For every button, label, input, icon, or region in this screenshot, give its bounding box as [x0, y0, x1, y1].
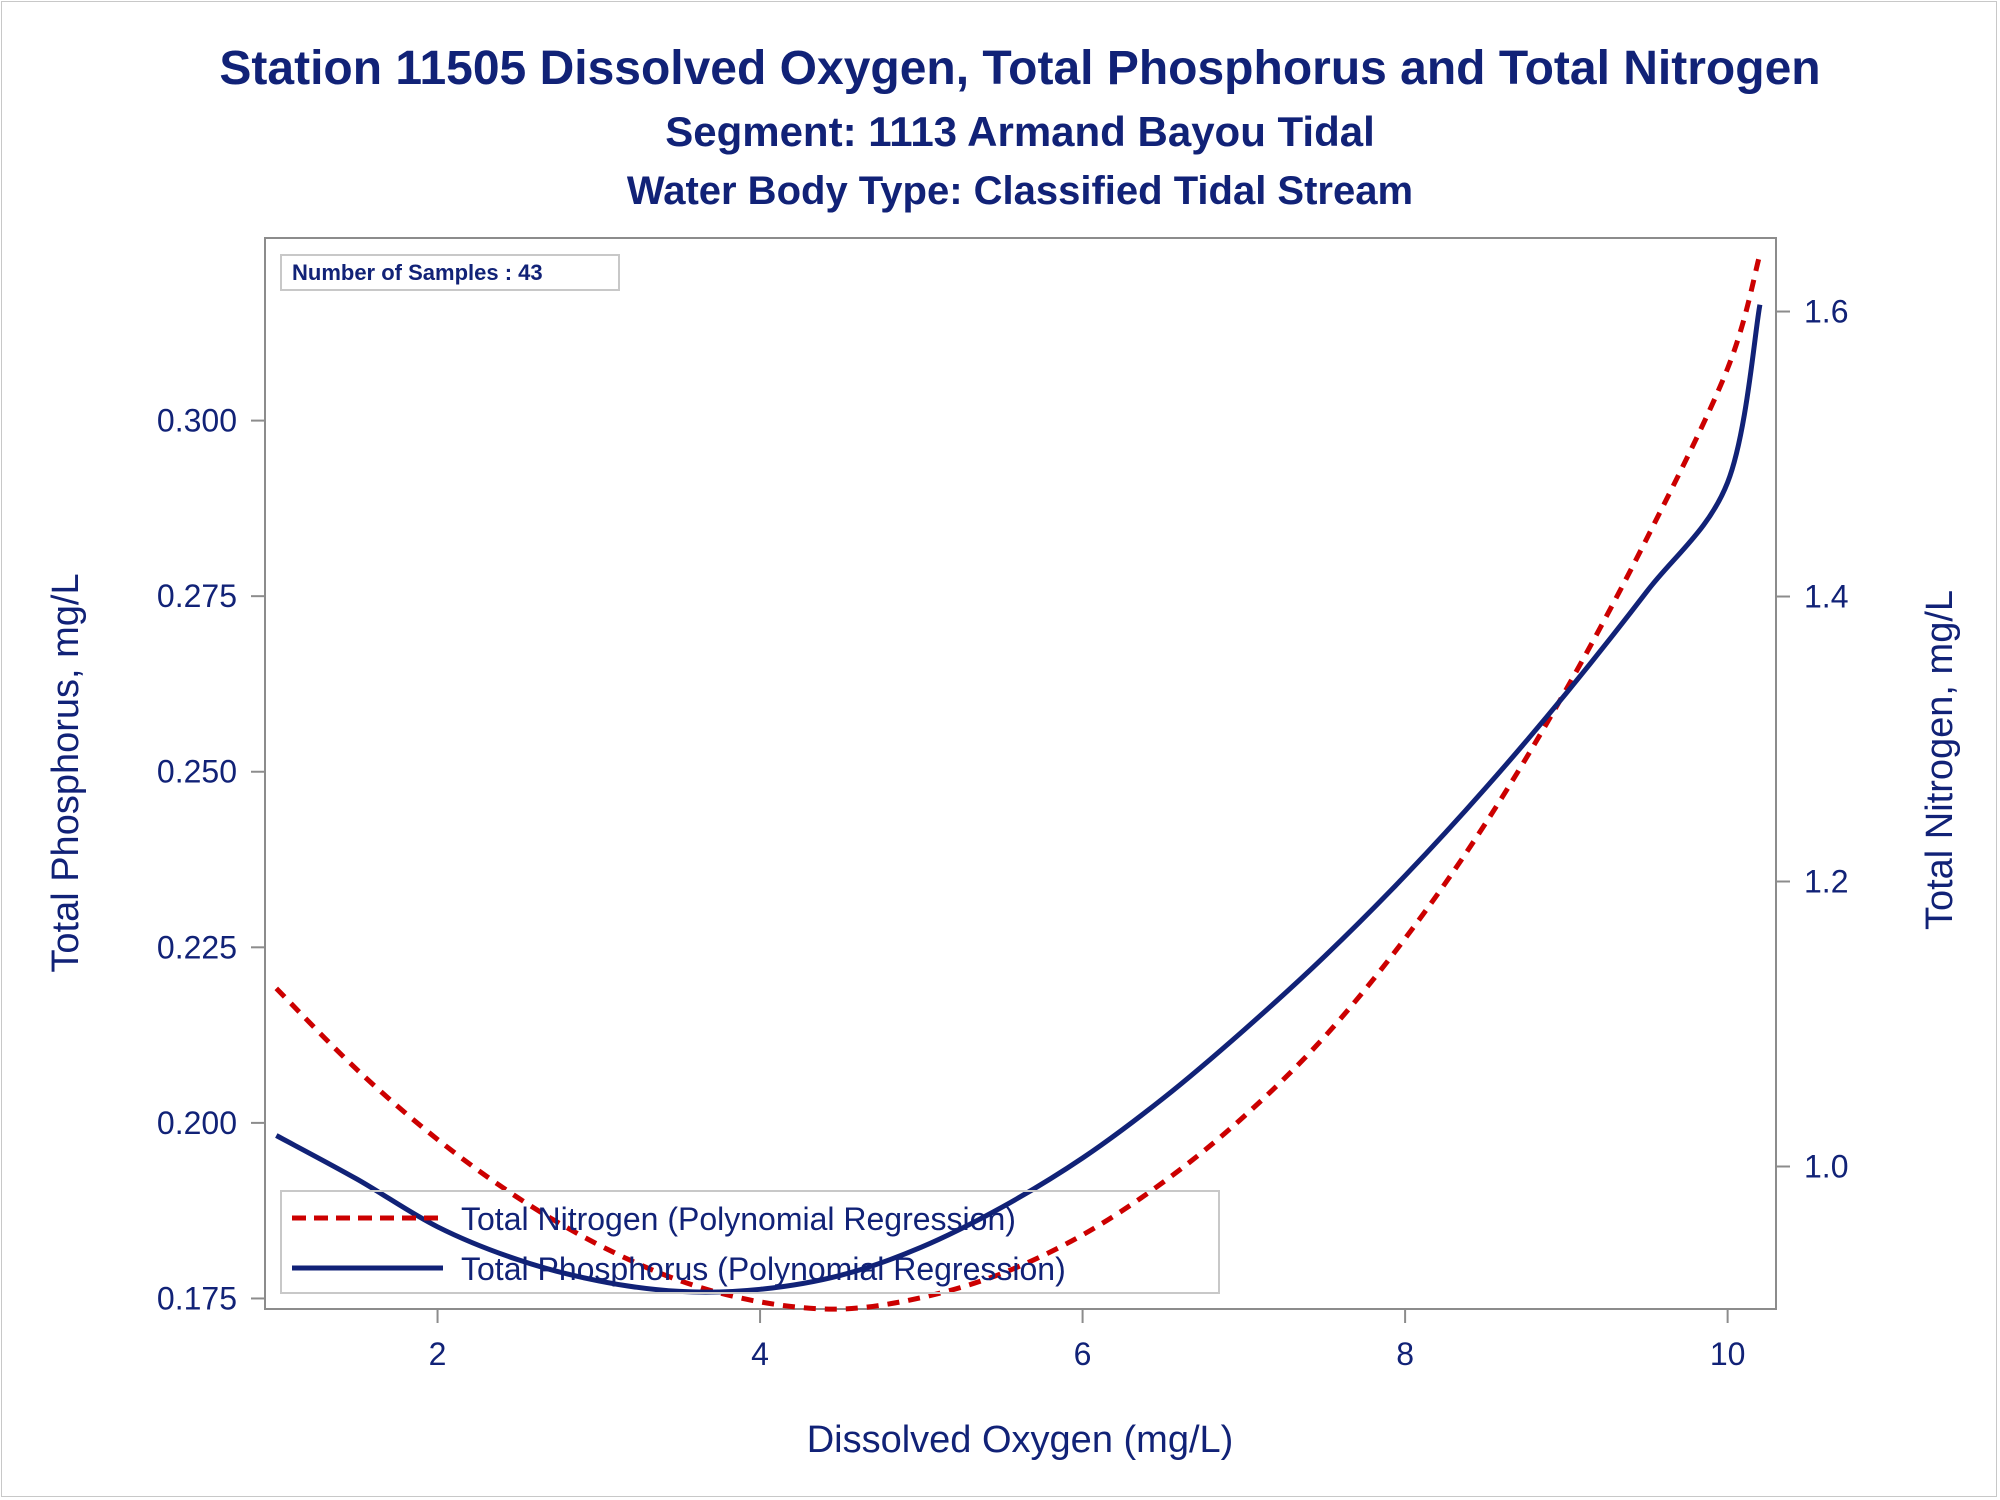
x-tick-label: 6 — [1074, 1336, 1092, 1372]
y-axis-right-label: Total Nitrogen, mg/L — [1919, 590, 1961, 930]
x-tick-label: 10 — [1710, 1336, 1746, 1372]
sample-count-label: Number of Samples : 43 — [292, 260, 543, 285]
y-left-tick-label: 0.175 — [157, 1280, 237, 1316]
y-axis-right: 1.0 1.2 1.4 1.6 — [1776, 294, 1848, 1185]
chart-subtitle-2: Water Body Type: Classified Tidal Stream — [627, 169, 1413, 213]
chart-subtitle: Segment: 1113 Armand Bayou Tidal — [665, 108, 1375, 155]
nitrogen-curve — [274, 253, 1763, 1312]
x-tick-label: 4 — [751, 1336, 769, 1372]
y-axis-left-label: Total Phosphorus, mg/L — [45, 573, 87, 972]
legend-label-phosphorus: Total Phosphorus (Polynomial Regression) — [461, 1251, 1066, 1287]
sample-count-box — [280, 254, 620, 291]
legend: Total Nitrogen (Polynomial Regression) T… — [280, 1190, 1220, 1294]
y-left-tick-label: 0.300 — [157, 403, 237, 439]
x-axis: 2 4 6 8 10 — [429, 1309, 1746, 1372]
y-right-tick-label: 1.6 — [1804, 294, 1848, 330]
x-tick-label: 8 — [1396, 1336, 1414, 1372]
plot-area — [264, 237, 1777, 1310]
y-right-tick-label: 1.4 — [1804, 579, 1848, 615]
y-left-tick-label: 0.225 — [157, 929, 237, 965]
y-left-tick-label: 0.250 — [157, 754, 237, 790]
y-right-tick-label: 1.0 — [1804, 1149, 1848, 1185]
y-left-tick-label: 0.275 — [157, 578, 237, 614]
x-axis-label: Dissolved Oxygen (mg/L) — [807, 1419, 1234, 1461]
series-layer — [274, 253, 1763, 1312]
legend-label-nitrogen: Total Nitrogen (Polynomial Regression) — [461, 1201, 1016, 1237]
phosphorus-curve — [275, 304, 1763, 1295]
y-left-tick-label: 0.200 — [157, 1105, 237, 1141]
x-tick-label: 2 — [429, 1336, 447, 1372]
legend-box — [280, 1190, 1220, 1294]
y-axis-left: 0.175 0.200 0.225 0.250 0.275 0.300 — [157, 403, 265, 1316]
y-right-tick-label: 1.2 — [1804, 864, 1848, 900]
chart-title: Station 11505 Dissolved Oxygen, Total Ph… — [219, 42, 1820, 95]
